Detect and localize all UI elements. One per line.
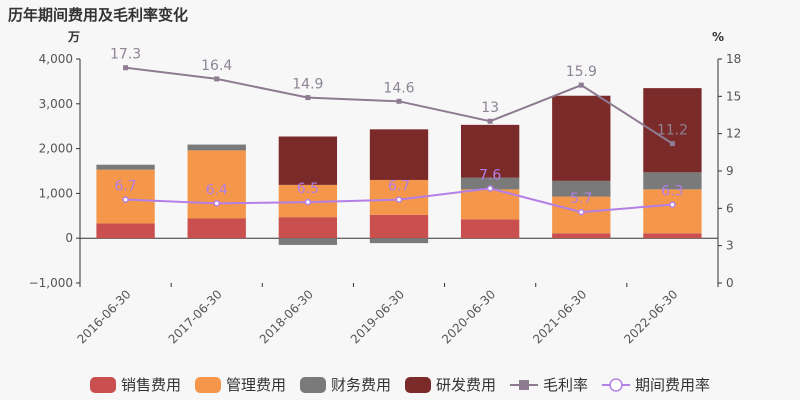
y-axis-left-unit: 万 [67, 30, 80, 44]
data-label-gross_margin: 16.4 [201, 58, 232, 74]
legend-swatch-finance [299, 376, 326, 393]
point-period_rate [486, 185, 494, 192]
legend-item-gross_margin[interactable]: 毛利率 [510, 374, 588, 395]
x-tick-label: 2022-06-30 [621, 287, 680, 346]
bar-sales [96, 223, 155, 239]
bar-rnd [460, 124, 520, 178]
point-gross_margin [669, 141, 675, 147]
bar-rnd [552, 95, 611, 181]
data-label-period_rate: 6.7 [114, 179, 136, 195]
legend-label-sales: 销售费用 [120, 376, 181, 394]
point-gross_margin [123, 65, 129, 71]
legend-label-gross_margin: 毛利率 [543, 376, 589, 394]
point-period_rate [213, 200, 220, 207]
point-period_rate [395, 196, 403, 203]
bar-finance [369, 238, 429, 244]
point-gross_margin [214, 76, 220, 82]
x-tick-label: 2017-06-30 [166, 287, 225, 346]
point-gross_margin [578, 82, 584, 88]
y-tick-label-left: 2,000 [39, 142, 73, 156]
y-tick-label-right: 3 [726, 239, 734, 253]
bar-sales [643, 233, 702, 239]
bar-admin [187, 150, 246, 219]
data-label-gross_margin: 15.9 [566, 64, 597, 80]
data-label-gross_margin: 13 [481, 100, 499, 116]
y-tick-label-right: 18 [726, 52, 741, 66]
y-tick-label-left: −1,000 [29, 276, 73, 290]
y-tick-label-right: 6 [726, 201, 734, 215]
legend-label-rnd: 研发费用 [436, 376, 497, 394]
data-label-period_rate: 5.7 [570, 191, 592, 207]
bar-finance [643, 172, 702, 190]
legend-swatch-sales [89, 376, 116, 393]
bar-finance [460, 177, 520, 190]
legend-item-sales[interactable]: 销售费用 [89, 374, 181, 395]
bar-sales [460, 219, 520, 239]
point-period_rate [669, 201, 676, 208]
bar-rnd [369, 129, 429, 180]
x-tick-label: 2018-06-30 [257, 287, 316, 346]
legend-label-period_rate: 期间费用率 [635, 376, 711, 394]
bar-finance [96, 164, 155, 170]
legend-swatch-period_rate [602, 377, 631, 392]
point-period_rate [122, 196, 129, 203]
legend-swatch-admin [194, 376, 221, 393]
legend-swatch-gross_margin [510, 379, 539, 390]
y-tick-label-right: 15 [726, 89, 741, 103]
legend-swatch-rnd [405, 376, 431, 393]
data-label-gross_margin: 11.2 [657, 123, 688, 139]
bar-sales [278, 217, 338, 239]
data-label-gross_margin: 14.9 [292, 77, 323, 93]
legend: 销售费用 管理费用 财务费用 研发费用 毛利率 期间费用率 [0, 374, 800, 395]
data-label-period_rate: 6.5 [297, 181, 319, 197]
point-gross_margin [396, 98, 402, 104]
bar-sales [187, 218, 246, 239]
bar-sales [552, 233, 611, 239]
y-tick-label-right: 0 [726, 276, 734, 290]
legend-item-finance[interactable]: 财务费用 [299, 374, 391, 395]
bar-finance [187, 144, 246, 151]
data-label-period_rate: 6.4 [206, 182, 228, 198]
point-gross_margin [487, 118, 493, 124]
legend-item-rnd[interactable]: 研发费用 [405, 374, 496, 395]
point-period_rate [304, 198, 312, 206]
y-tick-label-right: 12 [726, 127, 741, 141]
y-tick-label-left: 3,000 [39, 97, 73, 111]
data-label-gross_margin: 17.3 [110, 47, 141, 63]
y-axis-right-unit: % [712, 30, 724, 44]
x-tick-label: 2020-06-30 [439, 287, 498, 346]
point-gross_margin [305, 95, 311, 101]
chart-title: 历年期间费用及毛利率变化 [8, 6, 189, 24]
bar-finance [552, 180, 611, 197]
data-label-period_rate: 6.3 [661, 184, 683, 200]
legend-item-admin[interactable]: 管理费用 [194, 374, 286, 395]
legend-item-period_rate[interactable]: 期间费用率 [602, 374, 710, 395]
x-tick-label: 2019-06-30 [348, 287, 407, 346]
data-label-gross_margin: 14.6 [383, 80, 414, 96]
legend-label-finance: 财务费用 [330, 376, 391, 394]
y-tick-label-left: 0 [65, 231, 73, 245]
data-label-period_rate: 6.7 [388, 179, 410, 195]
bar-admin [643, 189, 702, 234]
x-tick-label: 2021-06-30 [530, 287, 589, 346]
bar-rnd [278, 136, 338, 185]
point-period_rate [578, 208, 585, 216]
data-label-period_rate: 7.6 [479, 167, 501, 183]
bar-finance [278, 238, 338, 245]
legend-label-admin: 管理费用 [225, 376, 286, 394]
y-tick-label-right: 9 [726, 164, 734, 178]
bar-sales [369, 214, 429, 239]
y-tick-label-left: 4,000 [39, 52, 73, 66]
y-tick-label-left: 1,000 [39, 186, 73, 200]
x-tick-label: 2016-06-30 [74, 287, 133, 346]
